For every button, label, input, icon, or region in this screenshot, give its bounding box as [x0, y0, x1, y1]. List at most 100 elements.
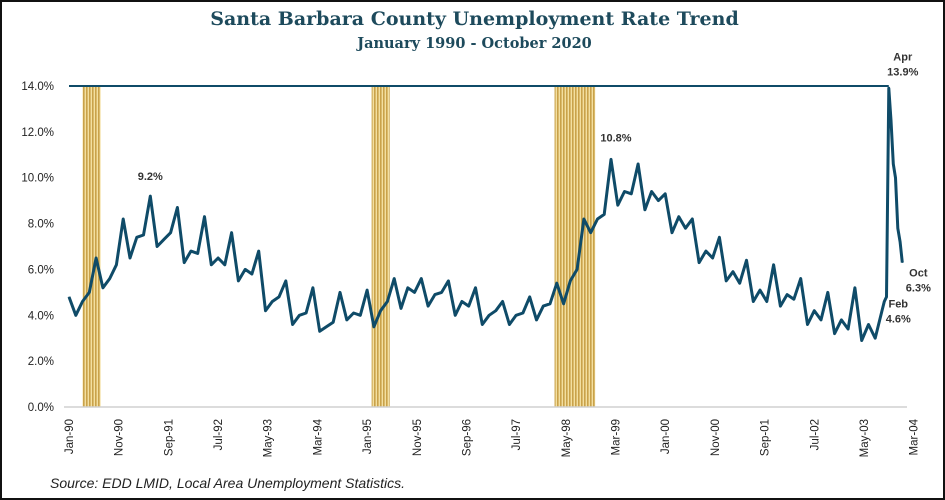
- data-point: [725, 280, 727, 282]
- data-point: [441, 291, 443, 293]
- x-tick-label: Nov-90: [114, 419, 126, 456]
- data-point: [129, 257, 131, 259]
- chart-title: Santa Barbara County Unemployment Rate T…: [210, 8, 739, 30]
- data-point: [897, 227, 899, 229]
- x-tick-label: Sep-91: [163, 419, 175, 456]
- data-point: [434, 294, 436, 296]
- data-point: [475, 287, 476, 289]
- data-label-month: Oct: [909, 268, 928, 280]
- data-point: [353, 312, 355, 314]
- data-point: [535, 319, 537, 321]
- data-point: [454, 314, 456, 316]
- data-point: [705, 250, 707, 252]
- data-point: [481, 323, 483, 325]
- data-point: [685, 227, 687, 229]
- data-point: [678, 216, 680, 218]
- data-point: [610, 158, 612, 160]
- recession-band: [554, 86, 596, 407]
- data-point: [373, 326, 375, 328]
- data-point: [899, 241, 901, 243]
- data-point: [766, 301, 768, 303]
- data-point: [752, 301, 754, 303]
- y-tick-label: 6.0%: [28, 264, 54, 276]
- data-point: [325, 326, 327, 328]
- x-tick-label: May-93: [263, 419, 275, 457]
- data-point: [874, 337, 876, 339]
- data-point: [718, 236, 720, 238]
- data-point: [115, 264, 117, 266]
- chart-subtitle: January 1990 - October 2020: [357, 35, 592, 52]
- data-point: [847, 328, 849, 330]
- data-point: [88, 291, 90, 293]
- data-point: [827, 291, 829, 293]
- data-label-month: Apr: [893, 51, 913, 63]
- data-point: [883, 301, 885, 303]
- data-point: [366, 289, 368, 291]
- data-point: [759, 289, 761, 291]
- data-point: [237, 280, 239, 282]
- data-point: [386, 301, 388, 303]
- x-tick-label: Mar-04: [909, 418, 921, 455]
- data-point: [251, 273, 253, 275]
- data-point: [556, 282, 558, 284]
- data-point: [210, 264, 212, 266]
- data-point: [156, 246, 158, 247]
- data-point: [95, 257, 97, 259]
- x-tick-label: Sep-01: [760, 419, 772, 456]
- data-label-value: 4.6%: [886, 314, 911, 326]
- data-point: [149, 195, 151, 197]
- data-point: [617, 204, 619, 206]
- data-point: [271, 301, 273, 303]
- data-point: [508, 323, 510, 325]
- data-point: [569, 280, 571, 282]
- data-point: [644, 209, 646, 211]
- data-point: [292, 323, 294, 325]
- data-point: [136, 236, 138, 238]
- data-point: [407, 287, 409, 289]
- x-tick-label: Sep-96: [461, 419, 473, 456]
- data-point: [892, 163, 894, 165]
- data-point: [400, 307, 402, 309]
- data-point: [800, 278, 802, 280]
- data-point: [183, 262, 185, 264]
- data-point: [739, 282, 741, 284]
- data-point: [840, 319, 842, 321]
- y-tick-label: 10.0%: [21, 173, 54, 185]
- data-point: [746, 259, 747, 261]
- data-point: [393, 278, 395, 280]
- data-point: [834, 333, 836, 335]
- data-point: [204, 216, 205, 218]
- data-point: [109, 278, 111, 280]
- data-point: [671, 232, 673, 234]
- data-point: [244, 268, 246, 270]
- x-tick-label: May-98: [561, 419, 573, 457]
- data-point: [691, 218, 693, 220]
- data-point: [502, 301, 504, 303]
- data-point: [712, 257, 714, 259]
- data-point: [447, 280, 449, 282]
- data-point: [786, 294, 788, 296]
- data-point: [886, 296, 888, 298]
- data-point: [542, 305, 544, 307]
- data-point: [319, 330, 321, 332]
- data-point: [603, 213, 605, 215]
- data-point: [596, 218, 598, 220]
- data-point: [773, 264, 775, 266]
- data-point: [664, 193, 666, 195]
- x-tick-label: May-03: [859, 419, 871, 457]
- x-tick-label: Mar-99: [611, 419, 623, 455]
- data-point: [813, 310, 815, 312]
- data-point: [346, 319, 348, 321]
- data-point: [895, 177, 897, 179]
- data-point: [82, 301, 84, 303]
- data-label-month: Feb: [888, 299, 908, 311]
- data-point: [339, 291, 341, 293]
- data-point: [820, 319, 822, 321]
- data-point: [461, 301, 463, 303]
- data-point: [854, 287, 856, 289]
- data-point: [359, 314, 361, 316]
- data-point: [732, 271, 734, 273]
- data-point: [143, 234, 145, 236]
- data-point: [231, 232, 233, 234]
